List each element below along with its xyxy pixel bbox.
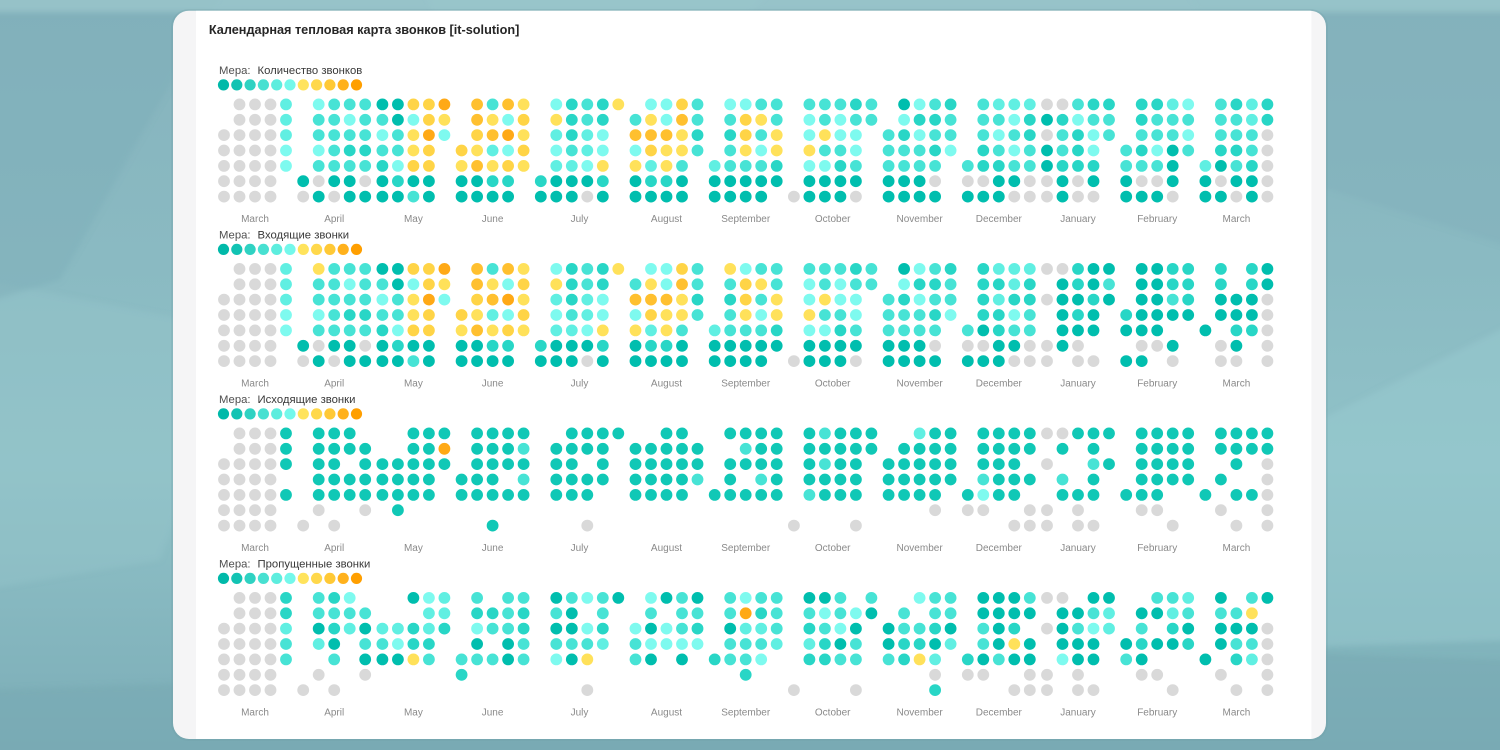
svg-text:November: November — [897, 543, 944, 554]
svg-text:August: August — [651, 379, 682, 390]
svg-text:March: March — [241, 543, 269, 554]
svg-text:March: March — [1223, 708, 1251, 719]
svg-text:May: May — [404, 543, 423, 554]
svg-text:Мера:Входящие звонки: Мера: Входящие звонки — [219, 230, 349, 242]
svg-text:August: August — [651, 543, 682, 554]
svg-text:June: June — [482, 214, 504, 225]
svg-text:January: January — [1060, 708, 1096, 719]
svg-text:April: April — [324, 214, 344, 225]
svg-text:December: December — [976, 543, 1023, 554]
svg-text:February: February — [1137, 708, 1177, 719]
svg-text:May: May — [404, 214, 423, 225]
svg-text:March: March — [241, 708, 269, 719]
svg-text:March: March — [1223, 214, 1251, 225]
svg-text:Календарная тепловая карта зво: Календарная тепловая карта звонков [it-s… — [209, 23, 519, 37]
svg-text:January: January — [1060, 543, 1096, 554]
svg-text:September: September — [721, 379, 771, 390]
svg-text:February: February — [1137, 543, 1177, 554]
svg-text:February: February — [1137, 214, 1177, 225]
svg-text:October: October — [815, 543, 851, 554]
svg-text:June: June — [482, 379, 504, 390]
svg-text:September: September — [721, 543, 771, 554]
svg-text:August: August — [651, 214, 682, 225]
svg-text:July: July — [571, 214, 589, 225]
svg-text:Мера:Исходящие звонки: Мера: Исходящие звонки — [219, 394, 355, 406]
svg-text:February: February — [1137, 379, 1177, 390]
svg-text:April: April — [324, 379, 344, 390]
svg-text:March: March — [241, 379, 269, 390]
svg-text:May: May — [404, 708, 423, 719]
svg-text:September: September — [721, 708, 771, 719]
svg-text:January: January — [1060, 379, 1096, 390]
svg-text:December: December — [976, 379, 1023, 390]
svg-text:November: November — [897, 379, 944, 390]
svg-text:April: April — [324, 543, 344, 554]
svg-text:October: October — [815, 708, 851, 719]
svg-text:March: March — [1223, 379, 1251, 390]
svg-text:December: December — [976, 214, 1023, 225]
svg-text:March: March — [1223, 543, 1251, 554]
svg-text:September: September — [721, 214, 771, 225]
svg-text:January: January — [1060, 214, 1096, 225]
svg-text:May: May — [404, 379, 423, 390]
svg-text:August: August — [651, 708, 682, 719]
svg-text:July: July — [571, 543, 589, 554]
svg-text:June: June — [482, 708, 504, 719]
svg-text:November: November — [897, 708, 944, 719]
svg-text:Мера:Количество звонков: Мера: Количество звонков — [219, 65, 362, 77]
svg-text:October: October — [815, 379, 851, 390]
svg-text:March: March — [241, 214, 269, 225]
svg-text:December: December — [976, 708, 1023, 719]
svg-text:Мера:Пропущенные звонки: Мера: Пропущенные звонки — [219, 559, 370, 571]
svg-text:June: June — [482, 543, 504, 554]
svg-text:November: November — [897, 214, 944, 225]
svg-text:April: April — [324, 708, 344, 719]
svg-text:July: July — [571, 379, 589, 390]
svg-text:July: July — [571, 708, 589, 719]
svg-text:October: October — [815, 214, 851, 225]
